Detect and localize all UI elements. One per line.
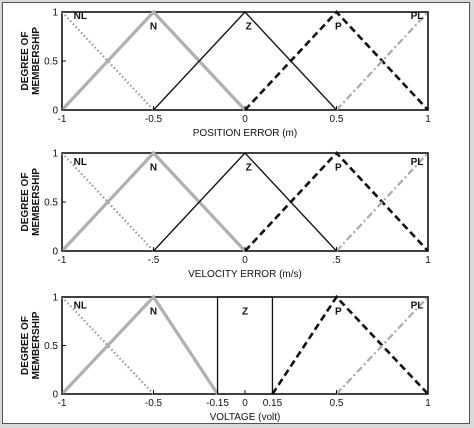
mf-label-z: Z	[246, 163, 252, 174]
x-axis-label: POSITION ERROR (m)	[193, 128, 297, 139]
series-pl-line	[335, 11, 429, 111]
mf-label-nl: NL	[74, 157, 87, 168]
x-tick-label: -1	[58, 255, 67, 266]
series-p-line	[244, 10, 429, 111]
mf-label-n: N	[150, 306, 157, 317]
series-n-line	[60, 9, 247, 112]
x-tick-label: 0	[242, 398, 248, 409]
x-axis-label: VELOCITY ERROR (m/s)	[188, 269, 302, 280]
series-z-line	[153, 11, 337, 111]
y-tick-label: 0.5	[44, 198, 58, 209]
mf-label-pl: PL	[411, 11, 424, 22]
y-axis-label: DEGREE OFMEMBERSHIP	[20, 27, 42, 95]
x-tick-label: 0.5	[330, 398, 344, 409]
x-tick-label: 0	[242, 114, 248, 125]
y-tick-label: 1	[52, 8, 58, 19]
x-tick-label: 0	[242, 255, 248, 266]
series-z-line	[153, 152, 337, 252]
mf-label-z: Z	[242, 306, 248, 317]
mf-label-p: P	[335, 22, 342, 33]
x-tick-label: -.5	[148, 255, 160, 266]
series-n-line	[60, 294, 219, 396]
mf-label-pl: PL	[411, 301, 424, 312]
y-tick-label: 0	[52, 106, 58, 117]
x-tick-label: -1	[58, 398, 67, 409]
x-tick-label: 1	[425, 255, 431, 266]
mf-label-n: N	[150, 22, 157, 33]
x-tick-label: 1	[425, 114, 431, 125]
mf-label-z: Z	[246, 22, 252, 33]
series-pl-line	[335, 296, 429, 395]
y-tick-label: 1	[52, 149, 58, 160]
plot-area-1	[61, 11, 429, 111]
mf-label-pl: PL	[411, 157, 424, 168]
y-tick-label: 0.5	[44, 341, 58, 352]
x-axis-label: VOLTAGE (volt)	[210, 412, 281, 423]
mf-label-nl: NL	[74, 11, 87, 22]
y-tick-label: 1	[52, 293, 58, 304]
series-z-line	[216, 296, 274, 394]
mf-label-p: P	[335, 163, 342, 174]
y-tick-label: 0.5	[44, 57, 58, 68]
y-axis-label: DEGREE OFMEMBERSHIP	[20, 311, 42, 379]
y-tick-label: 0	[52, 247, 58, 258]
series-pl-line	[335, 152, 429, 252]
x-tick-label: .5	[332, 255, 341, 266]
x-tick-label: -0.5	[145, 398, 163, 409]
mf-label-p: P	[335, 306, 342, 317]
series-p-line	[244, 151, 429, 252]
series-p-line	[271, 294, 429, 395]
x-tick-label: 0.15	[263, 398, 283, 409]
x-tick-label: -1	[58, 114, 67, 125]
x-tick-label: -0.15	[206, 398, 229, 409]
x-tick-label: 1	[425, 398, 431, 409]
x-tick-label: 0.5	[330, 114, 344, 125]
x-tick-label: -0.5	[145, 114, 163, 125]
series-n-line	[60, 150, 247, 253]
mf-label-nl: NL	[74, 301, 87, 312]
y-tick-label: 0	[52, 390, 58, 401]
mf-label-n: N	[150, 163, 157, 174]
plot-area-2	[61, 152, 429, 252]
y-axis-label: DEGREE OFMEMBERSHIP	[20, 168, 42, 236]
